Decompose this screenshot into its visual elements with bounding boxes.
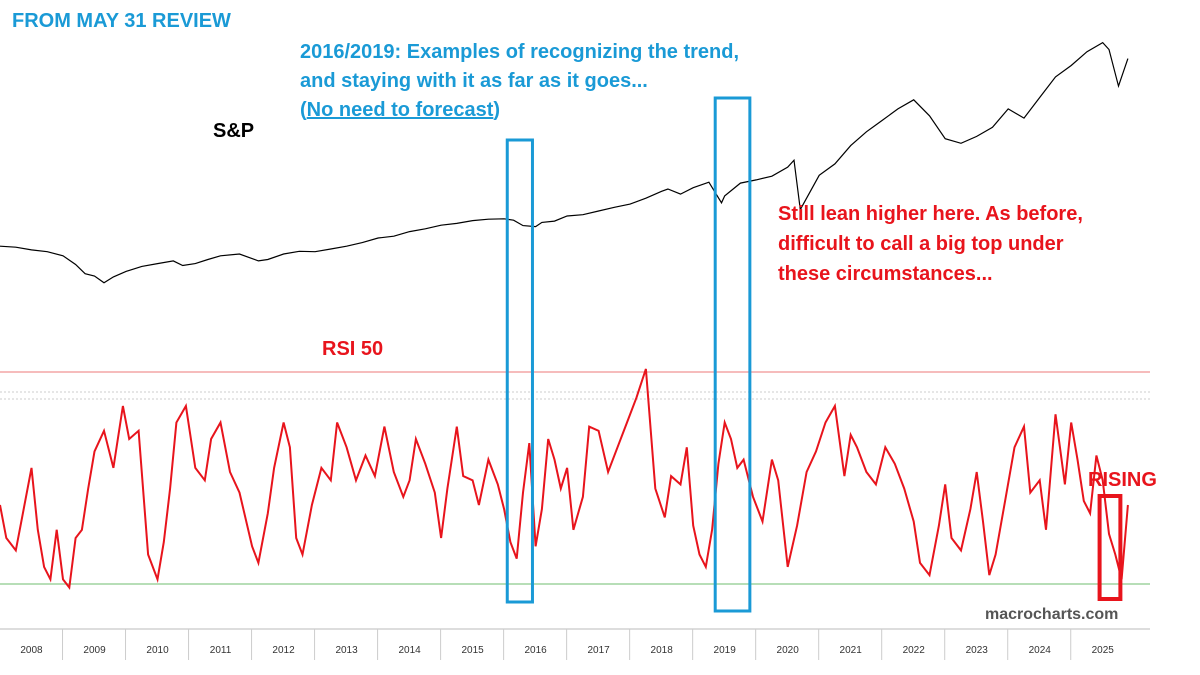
x-tick-label: 2022	[903, 645, 926, 656]
x-tick-label: 2017	[588, 645, 611, 656]
paren-open: (	[300, 99, 307, 121]
blue-annotation-line-1: 2016/2019: Examples of recognizing the t…	[300, 41, 740, 63]
x-tick-label: 2010	[146, 645, 169, 656]
red-annotation: Still lean higher here. As before, diffi…	[778, 199, 1083, 289]
x-tick-label: 2008	[20, 645, 43, 656]
x-tick-label: 2024	[1029, 645, 1052, 656]
x-tick-label: 2021	[840, 645, 863, 656]
rsi-50-label: RSI 50	[322, 338, 384, 360]
x-tick-label: 2016	[524, 645, 547, 656]
x-tick-label: 2019	[714, 645, 737, 656]
red-annotation-line-2: difficult to call a big top under	[778, 233, 1064, 255]
rising-label: RISING	[1088, 469, 1157, 491]
blue-annotation-line-3: (No need to forecast)	[300, 96, 739, 125]
x-tick-label: 2018	[651, 645, 674, 656]
x-tick-label: 2014	[398, 645, 421, 656]
x-axis: 2008 2009 2010 2011 2012 2013 2014 2015 2016 2017…	[0, 629, 1114, 660]
x-tick-label: 2012	[272, 645, 295, 656]
x-tick-label: 2013	[335, 645, 358, 656]
x-tick-label: 2015	[461, 645, 484, 656]
rsi-line	[0, 368, 1129, 591]
x-tick-label: 2025	[1092, 645, 1115, 656]
x-tick-label: 2023	[966, 645, 989, 656]
headline: FROM MAY 31 REVIEW	[12, 10, 231, 32]
sp-label: S&P	[213, 120, 255, 142]
red-annotation-line-3: these circumstances...	[778, 263, 993, 285]
x-tick-label: 2020	[777, 645, 800, 656]
watermark: macrocharts.com	[985, 606, 1119, 623]
highlight-box-rising	[1097, 494, 1123, 601]
no-forecast-text: No need to forecast	[306, 99, 494, 121]
sp-price-line	[0, 41, 1129, 284]
highlight-box-2019	[713, 96, 752, 613]
red-annotation-line-1: Still lean higher here. As before,	[778, 203, 1083, 225]
x-tick-label: 2011	[210, 645, 232, 656]
highlight-box-2016	[505, 138, 534, 604]
blue-annotation-line-2: and staying with it as far as it goes...	[300, 70, 648, 92]
highlight-boxes	[505, 96, 1123, 613]
paren-close: )	[493, 99, 501, 121]
blue-annotation: 2016/2019: Examples of recognizing the t…	[300, 38, 739, 125]
x-tick-label: 2009	[83, 645, 106, 656]
